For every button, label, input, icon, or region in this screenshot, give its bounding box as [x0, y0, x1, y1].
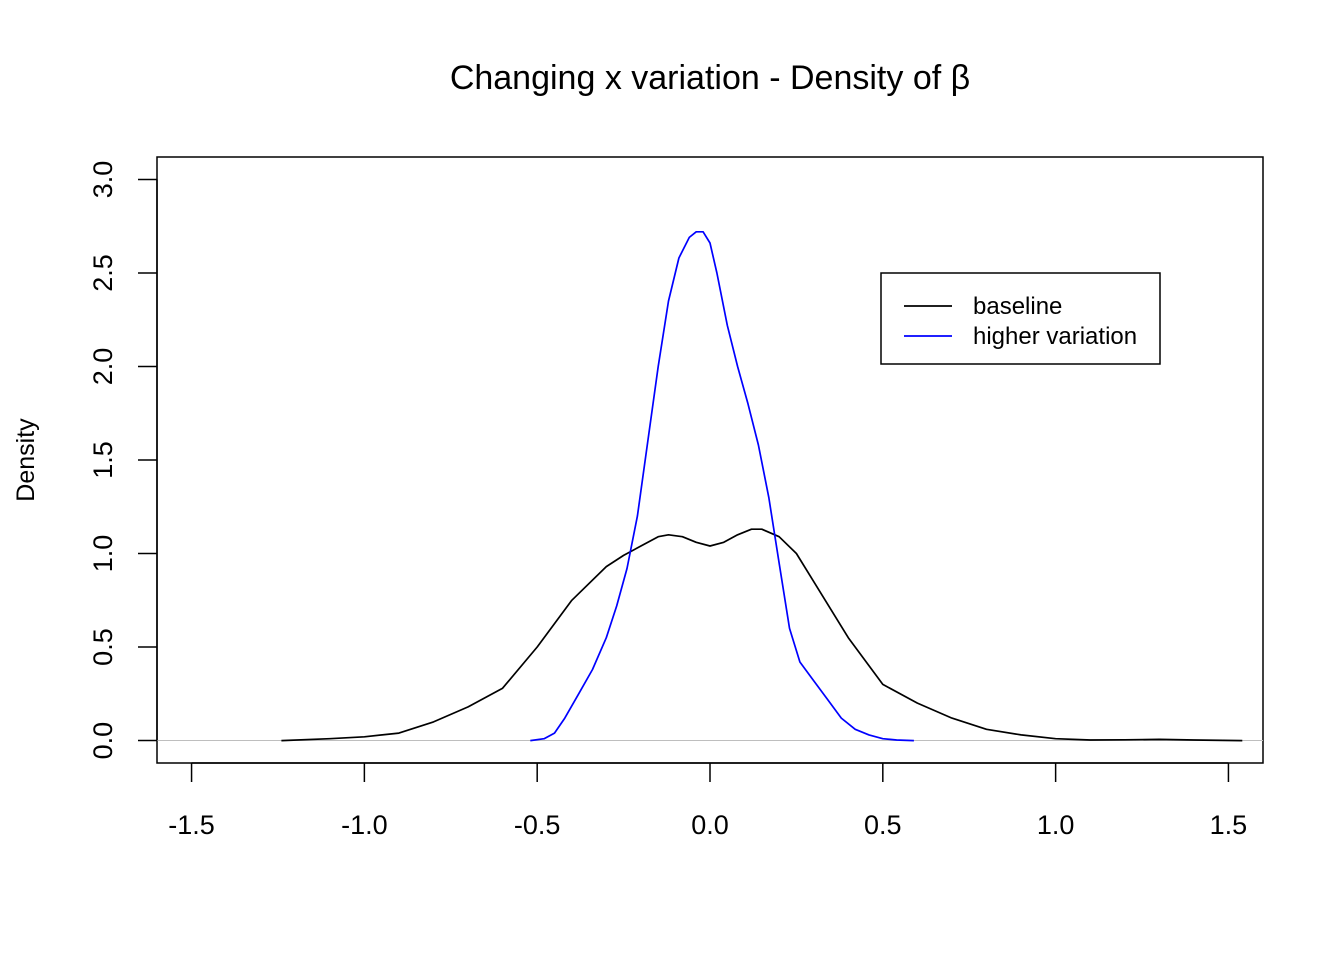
series-line-baseline [281, 528, 1243, 742]
x-axis: -1.5 -1.0 -0.5 0.0 0.5 1.0 1.5 [168, 762, 1248, 840]
y-axis: 0.0 0.5 1.0 1.5 2.0 2.5 3.0 [88, 161, 158, 760]
legend-box [880, 272, 1161, 365]
x-tick-label: 1.0 [1037, 810, 1075, 840]
y-tick-label: 0.0 [88, 722, 118, 760]
plot-frame [156, 156, 1264, 764]
y-tick-label: 2.5 [88, 254, 118, 292]
x-tick-label: -1.5 [168, 810, 215, 840]
legend-label: higher variation [973, 323, 1137, 350]
y-tick-label: 3.0 [88, 161, 118, 199]
y-tick-label: 2.0 [88, 348, 118, 386]
y-tick-label: 1.0 [88, 535, 118, 573]
series-group [281, 230, 1243, 742]
x-tick-label: -0.5 [514, 810, 561, 840]
y-tick-label: 1.5 [88, 441, 118, 479]
x-tick-label: 1.5 [1210, 810, 1248, 840]
x-tick-label: -1.0 [341, 810, 388, 840]
x-tick-label: 0.0 [691, 810, 729, 840]
y-axis-label: Density [12, 418, 40, 502]
y-tick-label: 0.5 [88, 628, 118, 666]
legend: baseline higher variation [880, 272, 1161, 365]
chart-title: Changing x variation - Density of β [450, 59, 970, 97]
x-tick-label: 0.5 [864, 810, 902, 840]
legend-label: baseline [973, 293, 1062, 320]
series-line-higher-variation [530, 230, 914, 742]
